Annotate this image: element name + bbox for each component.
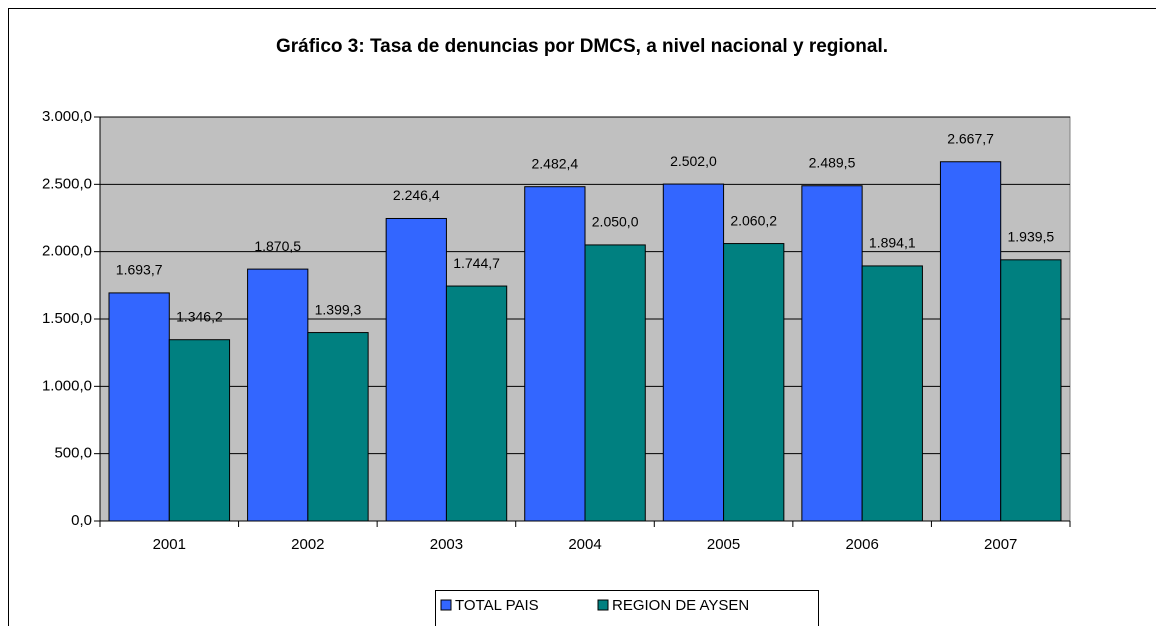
data-label: 1.894,1 (869, 235, 916, 251)
data-label: 1.744,7 (453, 255, 500, 271)
y-tick-label: 2.500,0 (42, 175, 92, 192)
data-label: 2.489,5 (809, 154, 856, 170)
x-tick-label: 2003 (430, 536, 463, 553)
data-label: 1.346,2 (176, 308, 223, 324)
bar (307, 332, 369, 522)
data-label: 2.482,4 (532, 155, 579, 171)
bar (385, 217, 447, 522)
x-tick-label: 2006 (845, 536, 878, 553)
data-label: 1.939,5 (1007, 229, 1054, 245)
y-tick-label: 2.000,0 (42, 243, 92, 260)
bar (524, 186, 586, 522)
bar (445, 285, 508, 522)
bar (801, 185, 863, 522)
bar (939, 161, 1002, 522)
bar (168, 339, 231, 522)
y-tick-label: 3.000,0 (42, 108, 92, 125)
bar (584, 244, 646, 522)
data-label: 1.870,5 (254, 238, 301, 254)
bar (108, 292, 170, 522)
bar (662, 183, 725, 522)
data-label: 2.246,4 (393, 187, 440, 203)
y-tick-label: 1.000,0 (42, 377, 92, 394)
data-label: 2.667,7 (947, 130, 994, 146)
data-label: 1.399,3 (315, 301, 362, 317)
bar (247, 268, 309, 522)
legend-box (435, 590, 819, 626)
y-tick-label: 1.500,0 (42, 310, 92, 327)
legend-swatch (440, 599, 452, 611)
legend-swatch (597, 599, 609, 611)
y-tick-label: 0,0 (71, 512, 92, 529)
x-tick-label: 2002 (291, 536, 324, 553)
legend-label: TOTAL PAIS (455, 597, 539, 614)
data-label: 2.060,2 (730, 212, 777, 228)
bar (1000, 259, 1062, 522)
x-tick-label: 2007 (984, 536, 1017, 553)
legend-label: REGION DE AYSEN (612, 597, 749, 614)
data-label: 1.693,7 (116, 262, 163, 278)
x-tick-label: 2001 (153, 536, 186, 553)
y-tick-label: 500,0 (54, 445, 92, 462)
data-label: 2.502,0 (670, 153, 717, 169)
chart-title: Gráfico 3: Tasa de denuncias por DMCS, a… (276, 36, 888, 57)
data-label: 2.050,0 (592, 214, 639, 230)
x-tick-label: 2005 (707, 536, 740, 553)
bar (723, 243, 785, 522)
x-tick-label: 2004 (568, 536, 601, 553)
bar (861, 265, 923, 522)
